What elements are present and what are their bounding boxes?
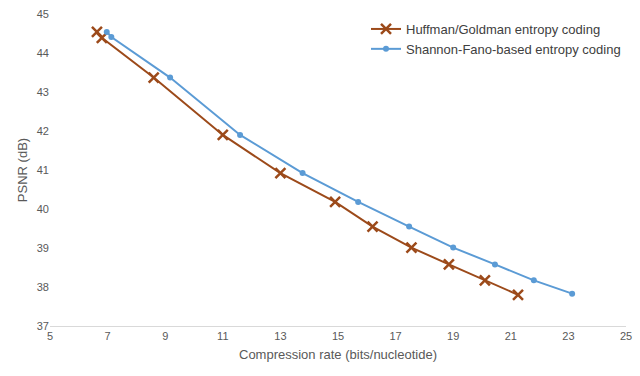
svg-text:45: 45 xyxy=(37,8,49,20)
svg-text:38: 38 xyxy=(37,281,49,293)
svg-text:Huffman/Goldman entropy coding: Huffman/Goldman entropy coding xyxy=(406,22,600,37)
svg-text:7: 7 xyxy=(105,330,111,342)
svg-text:PSNR (dB): PSNR (dB) xyxy=(15,138,30,202)
svg-text:15: 15 xyxy=(332,330,344,342)
svg-text:19: 19 xyxy=(447,330,459,342)
svg-text:17: 17 xyxy=(389,330,401,342)
svg-text:9: 9 xyxy=(162,330,168,342)
svg-text:39: 39 xyxy=(37,242,49,254)
svg-text:Shannon-Fano-based entropy cod: Shannon-Fano-based entropy coding xyxy=(406,42,621,57)
svg-text:21: 21 xyxy=(505,330,517,342)
svg-text:40: 40 xyxy=(37,203,49,215)
svg-text:42: 42 xyxy=(37,125,49,137)
svg-text:11: 11 xyxy=(217,330,228,342)
svg-text:44: 44 xyxy=(37,47,49,59)
svg-text:41: 41 xyxy=(37,164,49,176)
svg-text:23: 23 xyxy=(562,330,574,342)
svg-text:43: 43 xyxy=(37,86,49,98)
svg-text:37: 37 xyxy=(37,320,49,332)
svg-text:25: 25 xyxy=(620,330,632,342)
svg-text:Compression rate (bits/nucleot: Compression rate (bits/nucleotide) xyxy=(239,347,437,362)
svg-text:13: 13 xyxy=(274,330,286,342)
svg-text:5: 5 xyxy=(47,330,53,342)
